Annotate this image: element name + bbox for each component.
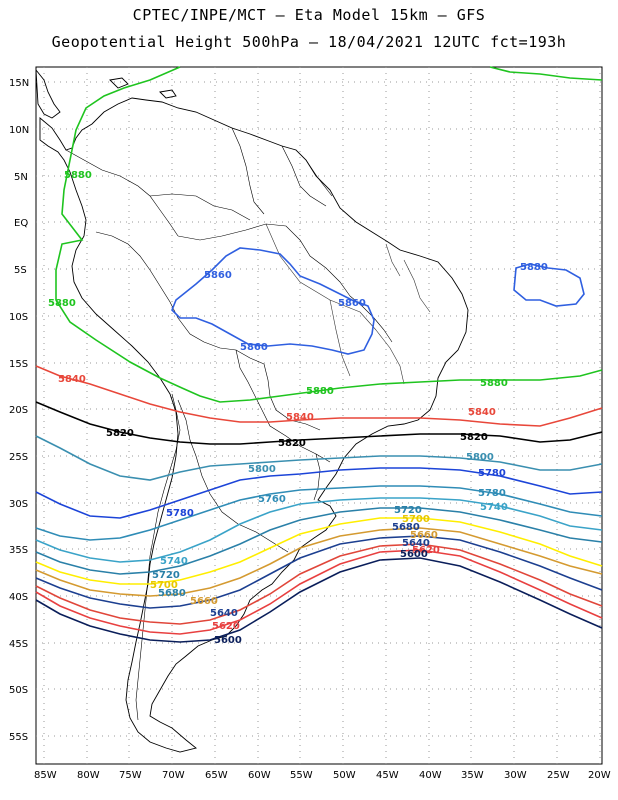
lon-label: 25W: [547, 770, 570, 781]
lon-label: 40W: [419, 770, 442, 781]
label-5620: 5620: [412, 545, 440, 556]
lon-label: 60W: [248, 770, 271, 781]
lat-label: 20S: [9, 405, 28, 416]
label-5680: 5680: [158, 588, 186, 599]
lon-label: 50W: [333, 770, 356, 781]
label-5860: 5880: [520, 262, 548, 273]
contour-5680: [35, 527, 603, 597]
label-5820: 5820: [106, 428, 134, 439]
contour-5880-north: [489, 66, 603, 81]
label-5700: 5700: [402, 514, 430, 525]
label-5840: 5840: [58, 374, 86, 385]
lon-label: 55W: [290, 770, 313, 781]
lat-label: EQ: [14, 218, 28, 229]
contour-5800: [35, 435, 603, 481]
label-5880: 5880: [64, 170, 92, 181]
lon-label: 75W: [119, 770, 142, 781]
label-5780: 5780: [166, 508, 194, 519]
lat-label: 40S: [9, 592, 28, 603]
label-5860: 5860: [338, 298, 366, 309]
label-5640: 5640: [210, 608, 238, 619]
contour-5860-amazon: [171, 247, 375, 355]
label-5740: 5740: [160, 556, 188, 567]
chart-title-model: CPTEC/INPE/MCT – Eta Model 15km – GFS: [132, 6, 486, 24]
graticule: [36, 67, 602, 764]
contour-5860-atlantic: [513, 263, 585, 307]
country-borders: [65, 127, 393, 721]
contour-5740: [35, 497, 603, 563]
label-5660: 5660: [410, 530, 438, 541]
contour-labels: 5880 5880 5880 5880 5860 5860 5860 5880 …: [48, 170, 548, 646]
lon-label: 30W: [504, 770, 527, 781]
latitude-labels: 15N 10N 5N EQ 5S 10S 15S 20S 25S 30S 35S…: [9, 78, 29, 743]
label-5640: 5640: [402, 538, 430, 549]
label-5820: 5820: [460, 432, 488, 443]
lat-label: 55S: [9, 732, 28, 743]
map-frame: [35, 66, 603, 765]
lat-label: 45S: [9, 639, 28, 650]
label-5820: 5820: [278, 438, 306, 449]
contour-5660: [35, 535, 603, 609]
lon-label: 45W: [376, 770, 399, 781]
contour-5640: [35, 543, 603, 625]
lat-label: 10N: [9, 125, 29, 136]
lon-label: 85W: [34, 770, 57, 781]
label-5800: 5800: [248, 464, 276, 475]
lon-label: 70W: [162, 770, 185, 781]
contour-5720: [35, 507, 603, 575]
label-5740: 5740: [480, 502, 508, 513]
lon-label: 65W: [205, 770, 228, 781]
lon-label: 80W: [77, 770, 100, 781]
longitude-labels: 85W 80W 75W 70W 65W 60W 55W 50W 45W 40W …: [34, 770, 611, 781]
lat-label: 25S: [9, 452, 28, 463]
label-5840: 5840: [286, 412, 314, 423]
contour-5820: [35, 401, 603, 445]
lat-label: 30S: [9, 499, 28, 510]
label-5800: 5800: [466, 452, 494, 463]
label-5720: 5720: [394, 505, 422, 516]
label-5880: 5880: [48, 298, 76, 309]
lat-label: 50S: [9, 685, 28, 696]
lat-label: 5N: [14, 172, 28, 183]
lat-label: 35S: [9, 545, 28, 556]
lat-label: 10S: [9, 312, 28, 323]
label-5780: 5780: [478, 488, 506, 499]
contour-5760: [35, 485, 603, 541]
chart-title-field: Geopotential Height 500hPa – 18/04/2021 …: [51, 33, 567, 51]
label-5700: 5700: [150, 580, 178, 591]
contours: [35, 66, 603, 643]
label-5860: 5860: [204, 270, 232, 281]
label-5600: 5600: [214, 635, 242, 646]
lon-label: 20W: [588, 770, 611, 781]
contour-5620: [35, 549, 603, 635]
lat-label: 15N: [9, 78, 29, 89]
contour-5700: [35, 517, 603, 585]
lat-label: 5S: [14, 265, 27, 276]
label-5780: 5780: [478, 468, 506, 479]
label-5720: 5720: [152, 570, 180, 581]
contour-5840: [35, 365, 603, 427]
label-5880: 5880: [480, 378, 508, 389]
label-5840: 5840: [468, 407, 496, 418]
label-5620: 5620: [212, 621, 240, 632]
label-5600: 5600: [400, 549, 428, 560]
label-5860: 5860: [240, 342, 268, 353]
contour-5880: [55, 66, 603, 403]
coastlines: [35, 68, 469, 753]
label-5680: 5680: [392, 522, 420, 533]
label-5880: 5880: [306, 386, 334, 397]
internal-borders: [265, 223, 431, 385]
contour-5600: [35, 557, 603, 643]
label-5760: 5760: [258, 494, 286, 505]
contour-5780: [35, 467, 603, 519]
label-5660: 5660: [190, 596, 218, 607]
lat-label: 15S: [9, 359, 28, 370]
lon-label: 35W: [461, 770, 484, 781]
